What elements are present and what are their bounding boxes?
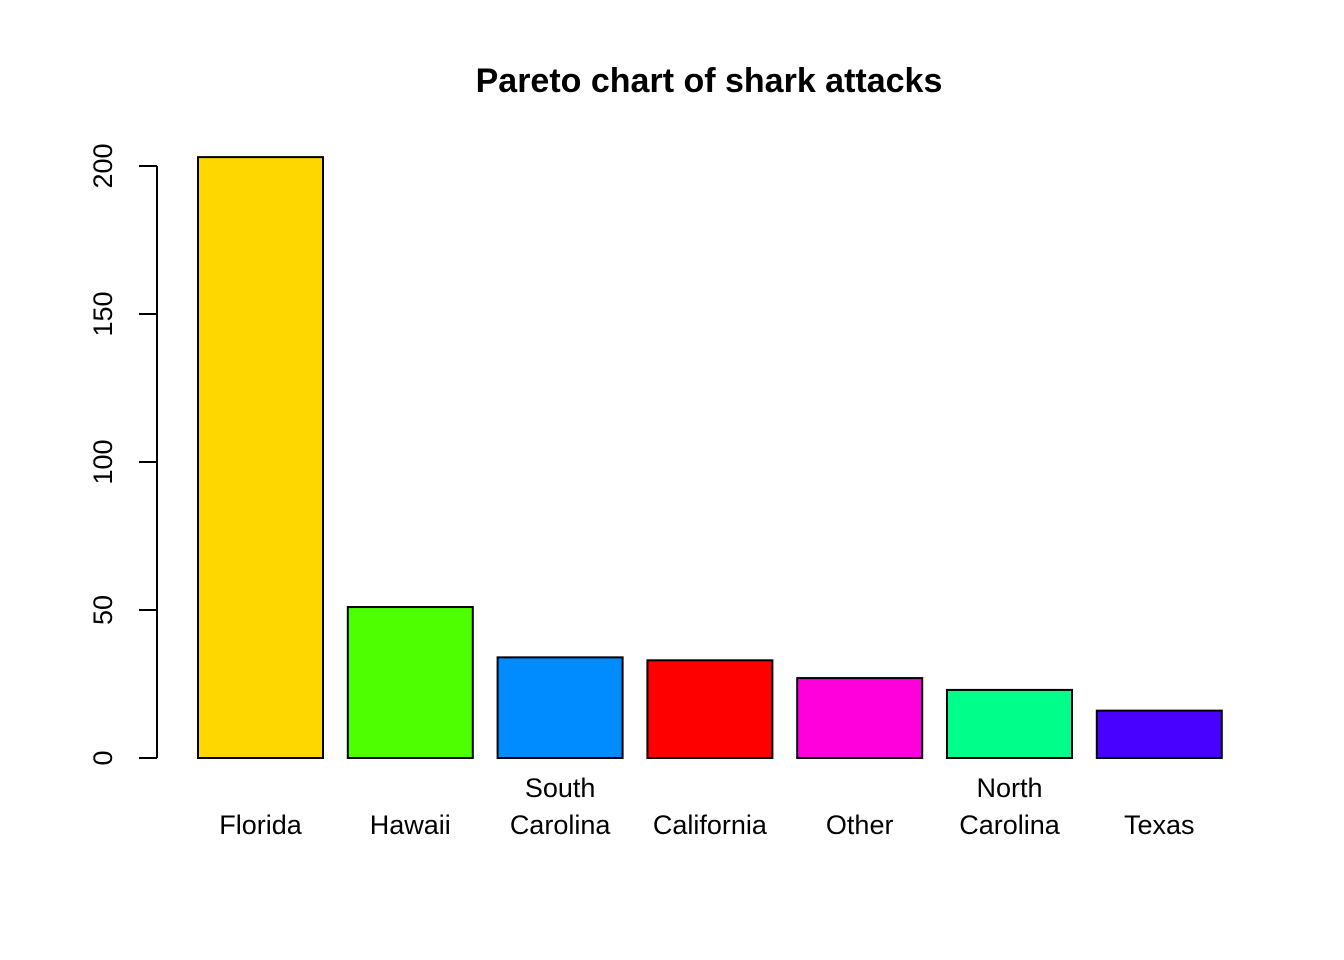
bar (946, 688, 1073, 759)
bar (796, 677, 924, 760)
bar (646, 659, 774, 760)
category-label: California (653, 810, 768, 840)
bar (197, 156, 324, 759)
category-label: Carolina (959, 810, 1061, 840)
category-label: Other (826, 810, 894, 840)
bar (496, 656, 624, 759)
y-tick-label: 0 (88, 750, 118, 765)
category-label: Hawaii (370, 810, 451, 840)
y-tick-label: 50 (88, 595, 118, 625)
category-label: Florida (219, 810, 303, 840)
bar (346, 606, 474, 759)
y-tick-label: 200 (88, 143, 118, 188)
y-tick-label: 100 (88, 439, 118, 484)
category-label: Carolina (510, 810, 612, 840)
bars (197, 156, 1223, 760)
bar (1095, 709, 1223, 760)
category-label: South (525, 773, 596, 803)
chart-title: Pareto chart of shark attacks (476, 62, 943, 100)
y-tick-label: 150 (88, 291, 118, 336)
category-label: Texas (1124, 810, 1195, 840)
category-label: North (976, 773, 1042, 803)
y-axis: 0 50 100 150 200 (88, 143, 158, 766)
x-axis-labels: Florida Hawaii South Carolina California Othe… (219, 773, 1194, 840)
